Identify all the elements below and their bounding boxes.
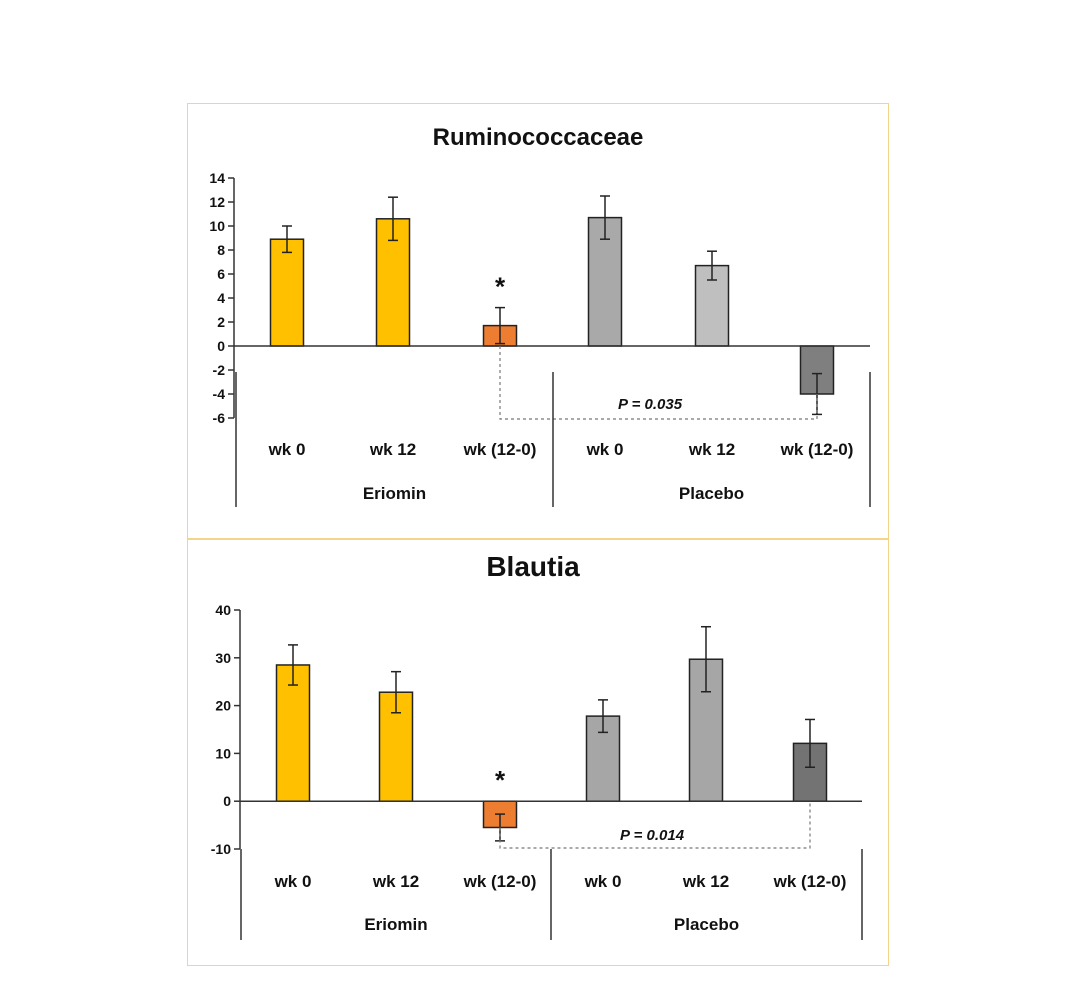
x-category-label: wk 0 [586,440,624,459]
y-tick-label: 14 [209,170,225,186]
group-label: Eriomin [364,915,427,934]
x-category-label: wk 0 [584,872,622,891]
x-category-label: wk (12-0) [463,872,537,891]
x-category-label: wk (12-0) [773,872,847,891]
y-tick-label: -6 [213,410,226,426]
y-tick-label: -10 [211,841,231,857]
y-tick-label: -2 [213,362,226,378]
x-category-label: wk 12 [688,440,735,459]
x-category-label: wk (12-0) [463,440,537,459]
group-label: Placebo [679,484,744,503]
y-tick-label: 40 [215,602,231,618]
y-tick-label: 0 [217,338,225,354]
y-tick-label: 10 [215,745,231,761]
p-value-label: P = 0.035 [618,396,683,413]
comparison-bracket [499,801,811,849]
x-category-label: wk 12 [372,872,419,891]
x-category-label: wk 0 [274,872,312,891]
x-category-label: wk 12 [369,440,416,459]
group-label: Placebo [674,915,739,934]
bar [269,238,305,347]
y-tick-label: 4 [217,290,225,306]
y-tick-label: 12 [209,194,225,210]
bar [585,715,621,802]
y-tick-label: 2 [217,314,225,330]
x-category-label: wk (12-0) [780,440,854,459]
y-tick-label: 6 [217,266,225,282]
y-tick-label: 10 [209,218,225,234]
group-label: Eriomin [363,484,426,503]
significance-star: * [495,272,506,302]
y-tick-label: 30 [215,650,231,666]
y-tick-label: -4 [213,386,226,402]
y-tick-label: 8 [217,242,225,258]
chart-1: Blautia 40 30 20 10 0 -10 * P = 0.014 wk 0 wk 12 wk… [211,551,863,940]
comparison-bracket [499,346,818,420]
y-tick-label: 20 [215,698,231,714]
p-value-label: P = 0.014 [620,827,685,844]
x-category-label: wk 12 [682,872,729,891]
chart-title: Blautia [486,551,580,582]
significance-star: * [495,765,506,795]
chart-0: Ruminococcaceae 14 12 10 8 6 4 2 0 -2 -4 -6 * P = 0.0… [209,124,871,507]
chart-title: Ruminococcaceae [433,124,644,151]
x-category-label: wk 0 [268,440,306,459]
y-tick-label: 0 [223,793,231,809]
